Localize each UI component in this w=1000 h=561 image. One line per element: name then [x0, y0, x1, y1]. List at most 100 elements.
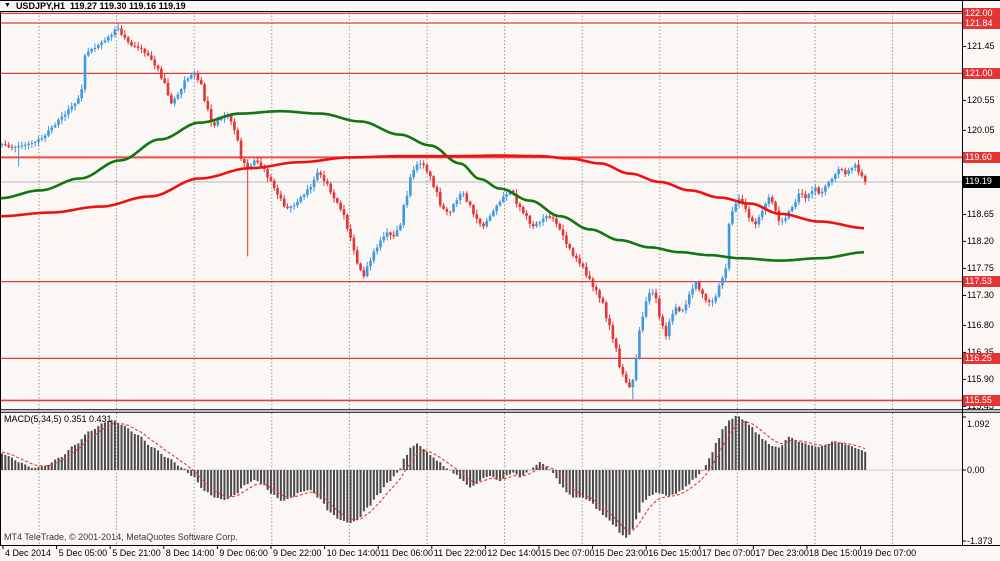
candle-body [47, 130, 50, 136]
candle-body [681, 310, 684, 312]
candle-body [817, 187, 821, 194]
candle-body [309, 187, 313, 190]
candle-body [189, 74, 193, 79]
candle-body [631, 379, 635, 388]
candle-body [229, 115, 233, 122]
candle-body [525, 213, 528, 216]
candle-body [668, 321, 671, 337]
candle-body [259, 162, 263, 167]
candle-body [452, 203, 455, 212]
candle-body [714, 296, 718, 302]
candle-body [840, 169, 844, 171]
candle-body [780, 220, 784, 222]
candle-body [614, 338, 618, 349]
chart-title-bar: ▼ USDJPY,H1 119.27 119.30 119.16 119.19 [0, 0, 962, 12]
candle-body [113, 29, 117, 36]
candle-body [727, 223, 731, 269]
candle-body [266, 168, 269, 178]
candle-body [179, 88, 183, 95]
candle-body [253, 160, 256, 166]
candle-body [375, 247, 379, 252]
candle-body [701, 289, 704, 295]
candle-body [203, 84, 206, 102]
candle-body [860, 172, 864, 176]
candle-body [541, 218, 545, 222]
collapse-triangle-icon[interactable]: ▼ [4, 2, 11, 9]
candle-body [219, 118, 223, 121]
candle-body [571, 248, 575, 256]
candle-body [365, 266, 369, 277]
candle-body [465, 193, 469, 202]
candle-body [744, 202, 747, 209]
candle-body [684, 304, 688, 311]
candle-body [834, 174, 837, 179]
candle-body [594, 287, 598, 291]
candle-body [246, 163, 249, 169]
candle-body [37, 139, 40, 142]
candle-body [697, 282, 701, 290]
candle-body [814, 187, 817, 192]
candle-body [518, 203, 522, 207]
candle-body [106, 36, 110, 41]
candle-body [794, 202, 797, 208]
candle-body [209, 109, 213, 123]
candle-body [73, 103, 77, 107]
candle-body [458, 194, 462, 201]
candle-body [747, 208, 751, 218]
candle-body [103, 40, 107, 43]
candle-body [462, 193, 465, 195]
candle-body [545, 216, 548, 219]
candle-body [43, 135, 47, 139]
candle-body [196, 73, 200, 80]
candle-body [206, 101, 210, 110]
candle-body [575, 255, 578, 259]
candle-body [843, 170, 847, 175]
candle-body [721, 278, 724, 286]
candle-body [677, 307, 681, 311]
candle-body [306, 189, 309, 195]
candle-body [767, 197, 771, 204]
candle-body [13, 147, 17, 149]
candle-body [492, 211, 495, 217]
candle-body [316, 172, 319, 180]
candle-body [754, 221, 757, 225]
candle-body [770, 197, 774, 203]
candle-body [269, 177, 273, 181]
candle-body [790, 207, 794, 212]
candle-body [183, 80, 186, 89]
candle-body [694, 282, 698, 289]
candle-body [30, 143, 34, 144]
candle-body [199, 79, 203, 85]
candle-body [382, 236, 386, 241]
candle-body [608, 318, 611, 326]
candle-body [133, 45, 137, 47]
candle-body [764, 203, 767, 212]
candle-body [256, 160, 259, 163]
candle-body [296, 201, 299, 206]
candle-body [336, 198, 339, 203]
candle-body [326, 181, 329, 184]
candle-body [565, 235, 568, 245]
candle-body [140, 47, 143, 49]
candle-body [485, 220, 489, 227]
candle-body [475, 214, 479, 219]
candle-body [412, 169, 415, 178]
candle-body [784, 218, 787, 221]
candle-body [156, 65, 160, 69]
candle-body [654, 292, 658, 299]
candle-body [395, 230, 399, 237]
candle-body [50, 127, 54, 131]
candle-body [392, 234, 396, 237]
candle-body [568, 244, 572, 249]
candle-body [425, 164, 429, 172]
candle-body [322, 175, 326, 182]
candle-body [355, 250, 359, 264]
candle-body [302, 194, 306, 197]
candle-body [847, 170, 850, 175]
candle-body [116, 28, 120, 30]
candle-body [419, 163, 422, 165]
candle-body [717, 285, 721, 297]
candle-body [561, 229, 565, 236]
candle-body [687, 294, 691, 305]
